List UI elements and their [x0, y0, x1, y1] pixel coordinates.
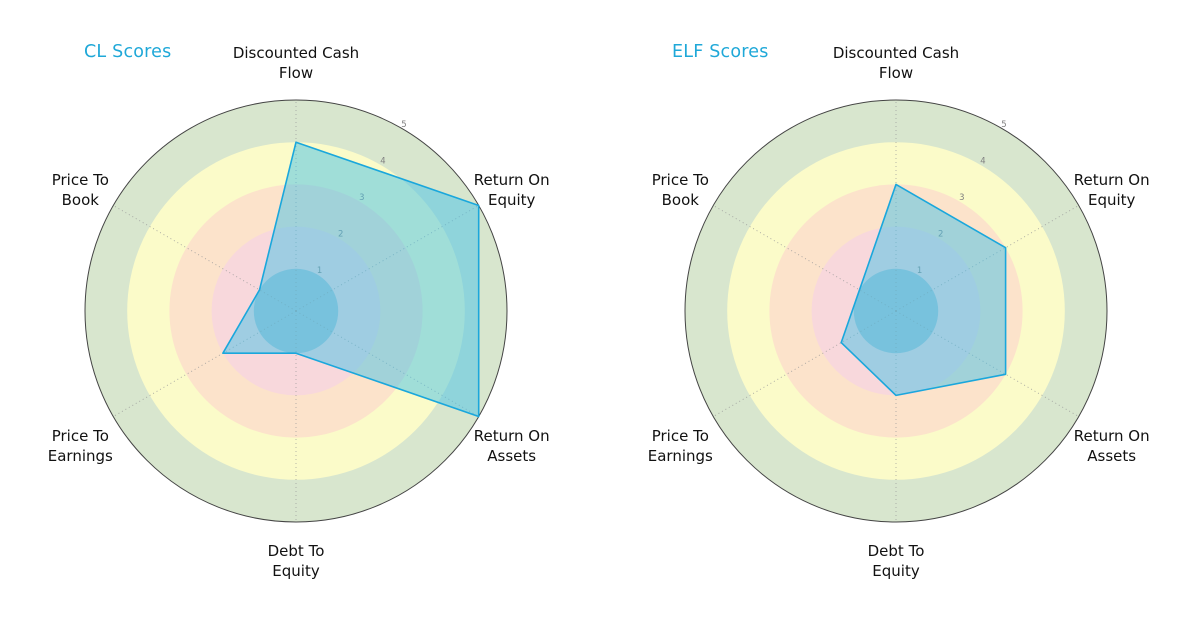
series-polygon	[840, 183, 1007, 397]
radial-tick-label: 5	[401, 120, 406, 130]
radial-tick-label: 4	[980, 157, 985, 167]
axis-label: Earnings	[648, 447, 713, 465]
axis-label: Return On	[474, 427, 550, 445]
radial-tick-label: 4	[380, 157, 385, 167]
series-polygon	[222, 141, 480, 418]
axis-label: Equity	[488, 191, 536, 209]
radial-tick-label: 3	[959, 193, 964, 203]
axis-label: Return On	[474, 171, 550, 189]
axis-label: Equity	[272, 562, 320, 580]
axis-label: Flow	[879, 64, 913, 82]
radial-tick-label: 5	[1001, 120, 1006, 130]
outer-circle	[684, 99, 1108, 523]
axis-label: Return On	[1074, 171, 1150, 189]
axis-label: Debt To	[268, 542, 325, 560]
axis-label: Equity	[1088, 191, 1136, 209]
axis-label: Debt To	[868, 542, 925, 560]
panel-cl-scores: CL Scores 12345Discounted CashFlowReturn…	[48, 42, 550, 580]
axis-label: Return On	[1074, 427, 1150, 445]
axis-label: Price To	[652, 427, 709, 445]
axis-label: Earnings	[48, 447, 113, 465]
axis-label: Discounted Cash	[833, 44, 959, 62]
axis-label: Assets	[487, 447, 536, 465]
axis-label: Equity	[872, 562, 920, 580]
axis-label: Book	[62, 191, 100, 209]
axis-label: Flow	[279, 64, 313, 82]
axis-label: Price To	[652, 171, 709, 189]
panel-elf-scores: ELF Scores 12345Discounted CashFlowRetur…	[600, 0, 1200, 625]
axis-label: Book	[662, 191, 700, 209]
axis-label: Assets	[1087, 447, 1136, 465]
axis-label: Price To	[52, 427, 109, 445]
outer-circle	[84, 99, 508, 523]
axis-label: Discounted Cash	[233, 44, 359, 62]
axis-label: Price To	[52, 171, 109, 189]
chart-title-cl: CL Scores	[84, 42, 172, 62]
chart-title-elf: ELF Scores	[672, 42, 769, 62]
